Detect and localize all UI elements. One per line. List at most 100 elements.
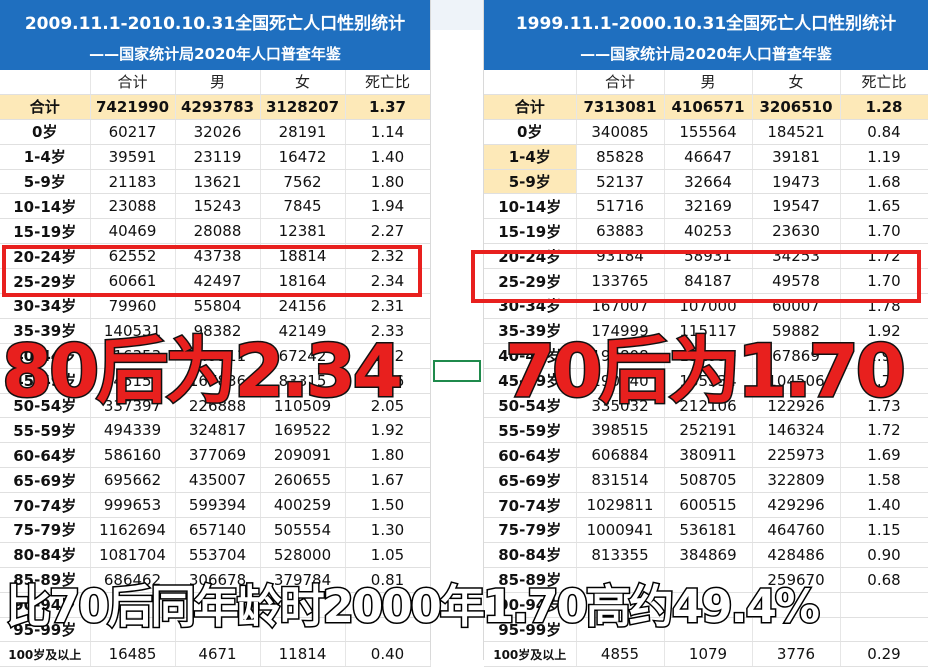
table-cell: 19547: [752, 193, 841, 220]
table-cell: 2.05: [345, 393, 431, 419]
table-cell: 324817: [175, 417, 261, 444]
row-label: 5-9岁: [484, 169, 577, 195]
table-row: 合计 7313081 4106571 3206510 1.28: [484, 94, 928, 120]
table-row: 80-84岁 1081704 553704 528000 1.05: [0, 542, 431, 568]
table-cell: 3776: [752, 641, 841, 667]
column-header: [484, 70, 577, 95]
table-cell: 85828: [576, 144, 665, 170]
table-row: 10-14岁 51716 32169 19547 1.65: [484, 193, 928, 220]
row-label: 10-14岁: [0, 193, 91, 220]
table-cell: 7845: [260, 193, 346, 220]
row-label: 合计: [0, 94, 91, 120]
row-label: 1-4岁: [484, 144, 577, 170]
column-header: 男: [664, 70, 753, 95]
table-cell: 1.05: [345, 542, 431, 568]
table-row: 85-89岁 686462 306678 379784 0.81: [0, 567, 431, 593]
table-cell: 3206510: [752, 94, 841, 120]
table-cell: 225973: [752, 442, 841, 469]
table-cell: 1.72: [840, 417, 928, 444]
table-cell: 2.22: [345, 343, 431, 369]
table-cell: 149111: [175, 343, 261, 369]
table-row: 40-44岁 216353 149111 67242 2.22: [0, 343, 431, 369]
table-cell: 1.19: [840, 144, 928, 170]
row-label: 55-59岁: [484, 417, 577, 444]
table-cell: 290140: [576, 368, 665, 394]
table-cell: 2.31: [345, 293, 431, 319]
table-cell: 1.14: [345, 119, 431, 145]
table-cell: 1.40: [345, 144, 431, 170]
table-cell: 226888: [175, 393, 261, 419]
table-cell: 39591: [90, 144, 176, 170]
table-cell: 131939: [664, 343, 753, 369]
left-highlight-box: [2, 245, 422, 297]
table-row: 100岁及以上 4855 1079 3776 0.29: [484, 641, 928, 667]
table-cell: 435007: [175, 467, 261, 494]
table-row: 75-79岁 1162694 657140 505554 1.30: [0, 517, 431, 543]
left-table: 合计男女死亡比 合计 7421990 4293783 3128207 1.37 0岁 6021…: [0, 70, 431, 667]
table-cell: 60217: [90, 119, 176, 145]
table-row: 35-39岁 174999 115117 59882 1.92: [484, 318, 928, 344]
table-row: 25-29岁 133765 84187 49578 1.70: [484, 268, 928, 295]
table-cell: 380911: [664, 442, 753, 469]
row-label: 55-59岁: [0, 417, 91, 444]
row-label: 85-89岁: [484, 567, 577, 593]
column-header: 死亡比: [840, 70, 928, 95]
table-cell: 377069: [175, 442, 261, 469]
table-cell: [260, 617, 346, 643]
table-cell: 2.33: [345, 318, 431, 344]
row-label: 100岁及以上: [484, 641, 577, 667]
table-cell: 1.78: [840, 368, 928, 394]
table-row: 50-54岁 335032 212106 122926 1.73: [484, 393, 928, 419]
table-cell: 19473: [752, 169, 841, 195]
table-cell: 185534: [664, 368, 753, 394]
table-row: 40-44岁 199808 131939 67869 1.94: [484, 343, 928, 369]
table-cell: 306678: [175, 567, 261, 593]
table-cell: 107000: [664, 293, 753, 319]
table-cell: 0.90: [840, 542, 928, 568]
table-cell: 528000: [260, 542, 346, 568]
table-cell: 23119: [175, 144, 261, 170]
table-row: 65-69岁 695662 435007 260655 1.67: [0, 467, 431, 494]
table-cell: 40253: [664, 218, 753, 245]
table-cell: 999653: [90, 492, 176, 519]
selected-cell[interactable]: [433, 360, 481, 382]
table-cell: 1079: [664, 641, 753, 667]
table-cell: 1.94: [345, 193, 431, 220]
table-row: 45-49岁 245151 167836 83315 2.16: [0, 368, 431, 394]
table-cell: [260, 592, 346, 618]
table-cell: 98382: [175, 318, 261, 344]
table-cell: 167836: [175, 368, 261, 394]
table-cell: 12381: [260, 218, 346, 245]
row-label: 95-99岁: [484, 617, 577, 643]
table-row: 0岁 60217 32026 28191 1.14: [0, 119, 431, 145]
table-cell: 429296: [752, 492, 841, 519]
row-label: 80-84岁: [484, 542, 577, 568]
table-cell: 155564: [664, 119, 753, 145]
right-header: 1999.11.1-2000.10.31全国死亡人口性别统计 ——国家统计局20…: [484, 0, 928, 70]
row-label: 50-54岁: [0, 393, 91, 419]
table-cell: 140531: [90, 318, 176, 344]
row-label: 40-44岁: [484, 343, 577, 369]
table-cell: 0.29: [840, 641, 928, 667]
table-cell: 813355: [576, 542, 665, 568]
right-title: 1999.11.1-2000.10.31全国死亡人口性别统计: [515, 14, 897, 34]
table-cell: 1162694: [90, 517, 176, 543]
row-label: 15-19岁: [484, 218, 577, 245]
row-label: 35-39岁: [484, 318, 577, 344]
table-cell: [345, 617, 431, 643]
table-cell: 79960: [90, 293, 176, 319]
table-cell: 606884: [576, 442, 665, 469]
column-header: 男: [175, 70, 261, 95]
bottom-caption: 比70后同年龄时2000年1.70高约49.4%: [4, 579, 821, 635]
table-cell: 335032: [576, 393, 665, 419]
table-cell: 133765: [576, 268, 665, 295]
row-label: 0岁: [0, 119, 91, 145]
row-label: 65-69岁: [484, 467, 577, 494]
table-cell: 384869: [664, 542, 753, 568]
table-cell: 51716: [576, 193, 665, 220]
table-cell: 695662: [90, 467, 176, 494]
table-cell: 1.67: [345, 467, 431, 494]
table-cell: 49578: [752, 268, 841, 295]
table-row: 95-99岁: [0, 617, 431, 643]
left-overlay-caption: 80后为2.34: [1, 329, 405, 413]
